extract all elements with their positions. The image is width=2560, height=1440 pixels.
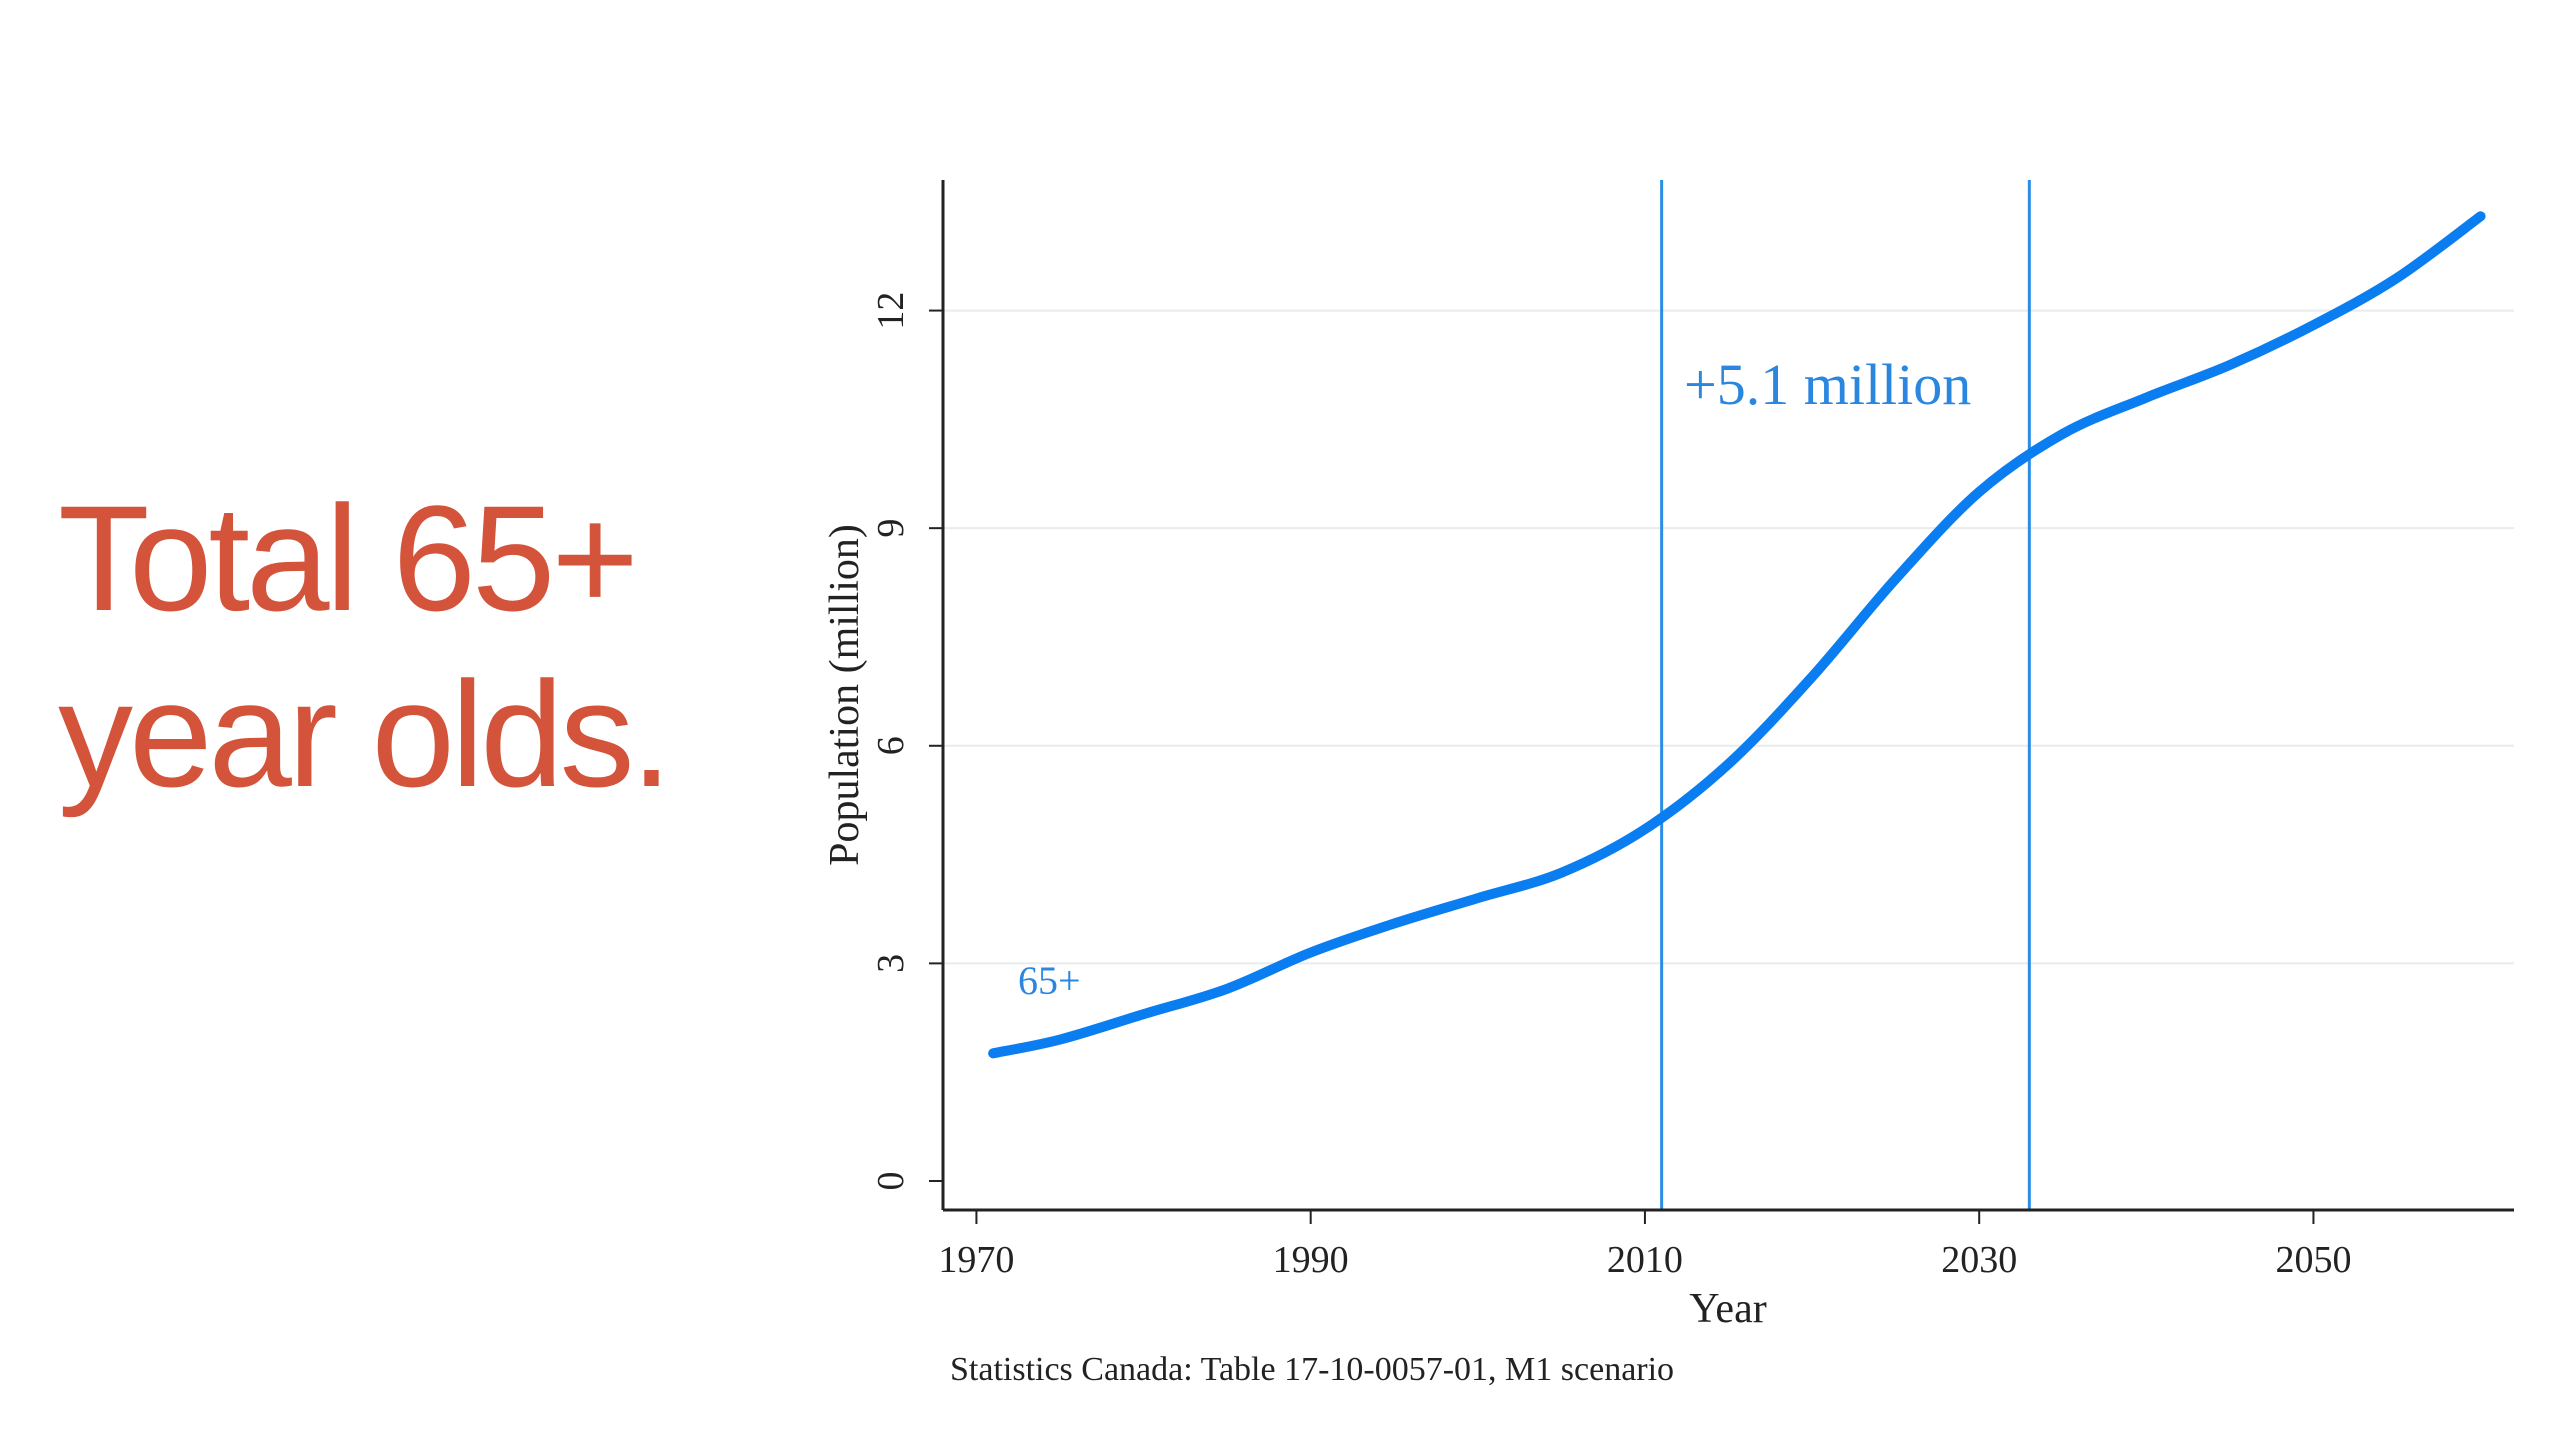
- x-axis-label: Year: [1689, 1286, 1766, 1332]
- series-line-65-plus: [988, 211, 2486, 1059]
- y-tick-label-12: 12: [870, 292, 912, 330]
- difference-annotation: +5.1 million: [1684, 352, 1971, 417]
- y-axis-label: Population (million): [822, 524, 868, 866]
- axes: [941, 180, 2514, 1212]
- y-tick-label-6: 6: [870, 736, 912, 755]
- x-tick-label-1990: 1990: [1273, 1239, 1349, 1281]
- gridlines: [943, 309, 2514, 965]
- series-label-65-plus: 65+: [1018, 958, 1081, 1003]
- x-tick-label-2010: 2010: [1607, 1239, 1683, 1281]
- y-tick-label-0: 0: [870, 1171, 912, 1190]
- headline-line-2: year olds.: [58, 650, 672, 818]
- x-tick-label-2030: 2030: [1941, 1239, 2017, 1281]
- x-tick-label-2050: 2050: [2275, 1239, 2351, 1281]
- headline-line-1: Total 65+: [58, 474, 639, 642]
- y-tick-label-9: 9: [870, 519, 912, 538]
- reference-lines: [1660, 180, 2031, 1210]
- headline: Total 65+ year olds.: [58, 470, 672, 822]
- y-tick-label-3: 3: [870, 954, 912, 973]
- source-note: Statistics Canada: Table 17-10-0057-01, …: [950, 1351, 1674, 1388]
- x-tick-label-1970: 1970: [938, 1239, 1014, 1281]
- axis-ticks: 0 3 6 9 12 1970 1990 2010 2030 2050: [870, 292, 2351, 1281]
